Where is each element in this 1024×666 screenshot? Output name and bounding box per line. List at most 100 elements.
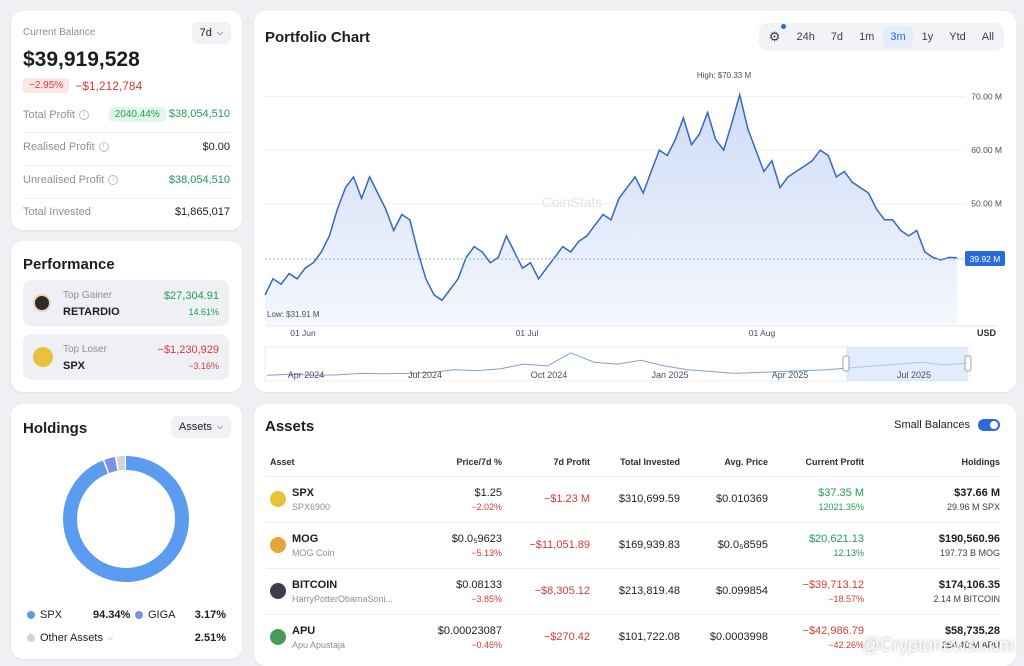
asset-cell: SPX SPX6900 xyxy=(266,475,406,522)
holdings-cell: $58,735.28 254.40 M APU xyxy=(864,613,1000,660)
top-gainer-card[interactable]: Top Gainer RETARDIO $27,304.91 14.61% xyxy=(23,280,229,326)
asset-name: MOG Coin xyxy=(292,547,335,558)
total-profit-value: $38,054,510 xyxy=(168,108,230,120)
table-row[interactable]: APU Apu Apustaja $0.00023087 −0.46% −$270.42… xyxy=(266,613,1000,660)
asset-name: HarryPotterObamaSoni... xyxy=(292,593,394,604)
holdings-cell: $190,560.96 197.73 B MOG xyxy=(864,521,1000,568)
small-balances-control: Small Balances xyxy=(894,419,1000,431)
col-current-profit[interactable]: Current Profit xyxy=(805,456,865,467)
col-7d-profit[interactable]: 7d Profit xyxy=(553,456,590,467)
asset-symbol: SPX xyxy=(292,486,315,499)
realised-profit-row: Realised Profit i $0.00 xyxy=(23,141,230,153)
asset-holdings: $37.66 M xyxy=(954,486,1000,499)
tab-7d[interactable]: 7d xyxy=(830,31,844,43)
top-gainer-label: Top Gainer xyxy=(63,290,112,301)
asset-cell: BITCOIN HarryPotterObamaSoni... xyxy=(266,567,406,614)
y-tick-label: 60.00 M xyxy=(971,145,1002,155)
holdings-title: Holdings xyxy=(23,420,88,437)
realised-profit-label: Realised Profit xyxy=(23,141,95,153)
apu-coin-icon xyxy=(270,629,286,646)
asset-holdings-qty: 2.14 M BITCOIN xyxy=(933,593,1000,604)
holdings-dropdown[interactable]: Assets ⌵ xyxy=(170,416,231,438)
asset-symbol: BITCOIN xyxy=(292,578,338,591)
small-balances-toggle[interactable] xyxy=(978,419,1000,431)
timeframe-tabs: ⚙ 24h 7d 1m 3m 1y Ytd All xyxy=(758,23,1004,51)
info-icon[interactable]: i xyxy=(108,175,119,186)
period-dropdown[interactable]: 7d ⌵ xyxy=(191,22,231,44)
current-profit-cell: −$39,713.12 −18.57% xyxy=(768,567,864,614)
price-cell: $0.0₅9623 −5.13% xyxy=(406,521,502,568)
legend-spx-pct: 94.34% xyxy=(93,609,131,621)
tab-24h[interactable]: 24h xyxy=(796,31,815,43)
legend-dot xyxy=(27,634,35,642)
col-asset[interactable]: Asset xyxy=(270,456,295,467)
performance-card: Performance Top Gainer RETARDIO $27,304.… xyxy=(11,241,242,392)
col-price[interactable]: Price/7d % xyxy=(456,456,502,467)
donut-slice-spx[interactable] xyxy=(63,456,189,582)
current-profit-cell: $37.35 M 12021.35% xyxy=(768,475,864,522)
chevron-down-icon: ⌵ xyxy=(106,633,114,642)
tab-3m[interactable]: 3m xyxy=(883,26,913,48)
asset-holdings: $58,735.28 xyxy=(944,624,1000,637)
x-tick-label: 01 Aug xyxy=(749,328,776,338)
info-icon[interactable]: i xyxy=(78,109,89,120)
col-total-invested[interactable]: Total Invested xyxy=(620,456,680,467)
info-icon[interactable]: i xyxy=(98,142,109,153)
asset-total-invested: $310,699.59 xyxy=(590,475,680,522)
total-profit-label: Total Profit xyxy=(23,108,75,121)
asset-price-pct: −2.02% xyxy=(471,501,502,512)
legend-other[interactable]: Other Assets ⌵ xyxy=(27,632,113,644)
asset-symbol: MOG xyxy=(292,532,319,545)
asset-holdings-qty: 254.40 M APU xyxy=(941,639,1000,650)
navigator-label: Jul 2024 xyxy=(408,370,442,380)
asset-avg-price: $0.0003998 xyxy=(680,613,768,660)
asset-current-profit-pct: 12.13% xyxy=(833,547,864,558)
asset-current-profit: $20,621.13 xyxy=(808,532,864,545)
asset-name: SPX6900 xyxy=(292,501,331,512)
tab-1y[interactable]: 1y xyxy=(921,31,934,43)
retardio-avatar-icon xyxy=(33,294,51,312)
table-header: Asset Price/7d % 7d Profit Total Investe… xyxy=(266,448,1000,476)
portfolio-line-chart[interactable]: 70.00 M 60.00 M 50.00 M CoinStats 01 Jun 01… xyxy=(254,11,1016,392)
mog-coin-icon xyxy=(270,537,286,553)
tab-1m[interactable]: 1m xyxy=(859,31,875,43)
asset-current-profit-pct: −18.57% xyxy=(828,593,864,604)
holdings-donut xyxy=(63,456,189,582)
asset-price: $0.0₅9623 xyxy=(451,532,502,545)
asset-total-invested: $213,819.48 xyxy=(590,567,680,614)
legend-spx-name: SPX xyxy=(40,609,63,621)
asset-price: $0.00023087 xyxy=(437,624,502,637)
small-balances-label: Small Balances xyxy=(894,419,970,431)
asset-avg-price: $0.0₅8595 xyxy=(680,521,768,568)
top-loser-card[interactable]: Top Loser SPX −$1,230,929 −3.16% xyxy=(23,334,229,380)
asset-current-profit-pct: 12021.35% xyxy=(818,501,864,512)
top-loser-label: Top Loser xyxy=(63,344,107,355)
navigator-left-handle[interactable] xyxy=(842,355,850,372)
top-gainer-name: RETARDIO xyxy=(63,306,120,318)
x-tick-label: 01 Jul xyxy=(516,328,539,338)
total-profit-row: Total Profit i 2040.44% $38,054,510 xyxy=(23,107,230,122)
navigator-right-handle[interactable] xyxy=(964,355,972,372)
unrealised-profit-row: Unrealised Profit i $38,054,510 xyxy=(23,174,230,186)
legend-other-name: Other Assets xyxy=(40,632,103,644)
holdings-cell: $37.66 M 29.96 M SPX xyxy=(864,475,1000,522)
chevron-down-icon: ⌵ xyxy=(216,422,223,431)
col-avg-price[interactable]: Avg. Price xyxy=(724,456,768,467)
asset-price: $1.25 xyxy=(474,486,502,499)
asset-avg-price: $0.010369 xyxy=(680,475,768,522)
tab-ytd[interactable]: Ytd xyxy=(949,31,966,43)
price-cell: $1.25 −2.02% xyxy=(406,475,502,522)
asset-7d-profit: −$270.42 xyxy=(502,613,590,660)
balance-label: Current Balance xyxy=(23,27,96,38)
unrealised-profit-value: $38,054,510 xyxy=(168,174,230,186)
tab-all[interactable]: All xyxy=(981,31,994,43)
chart-settings-icon[interactable]: ⚙ xyxy=(762,24,788,48)
navigator-selection[interactable] xyxy=(846,347,968,381)
table-row[interactable]: MOG MOG Coin $0.0₅9623 −5.13% −$11,051.89 $16… xyxy=(266,521,1000,568)
col-holdings[interactable]: Holdings xyxy=(961,456,1001,467)
table-row[interactable]: SPX SPX6900 $1.25 −2.02% −$1.23 M $310,699.59… xyxy=(266,475,1000,522)
table-row[interactable]: BITCOIN HarryPotterObamaSoni... $0.08133 −3… xyxy=(266,567,1000,614)
portfolio-chart-card: Portfolio Chart ⚙ 24h 7d 1m 3m 1y Ytd Al… xyxy=(254,11,1016,392)
legend-giga-name: GIGA xyxy=(148,609,176,621)
performance-title: Performance xyxy=(23,256,115,273)
